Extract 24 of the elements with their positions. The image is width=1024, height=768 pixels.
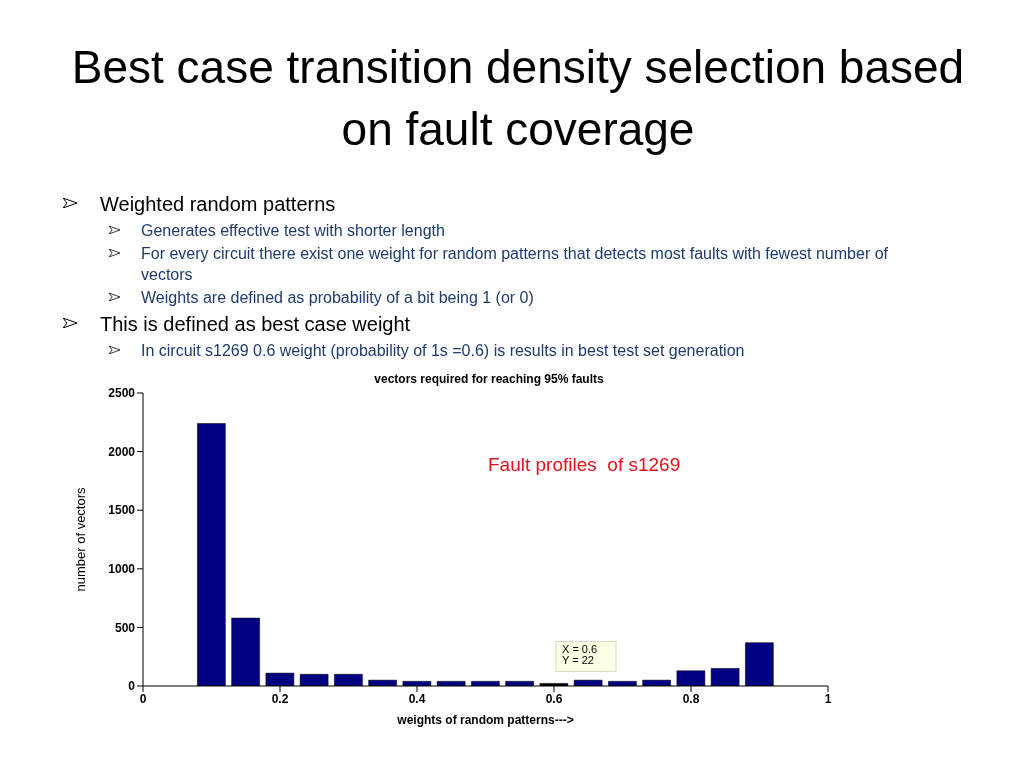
text: In circuit s1269 0.6 weight (probability of 1s =0.6) is results in best test set generation xyxy=(141,341,745,361)
text: This is defined as best case weight xyxy=(100,312,411,337)
y-tick-label: 2000 xyxy=(108,444,136,459)
text: Generates effective test with shorter length xyxy=(141,221,445,241)
y-axis-title: number of vectors xyxy=(72,486,88,592)
x-tick-label: 0.6 xyxy=(545,691,563,706)
text: Weights are defined as probability of a bit being 1 (or 0) xyxy=(141,288,534,308)
y-tick-label: 0 xyxy=(128,679,136,694)
y-tick-label: 1500 xyxy=(108,503,136,518)
text: For every circuit there exist one weight for random patterns that detects most faults with fewest number of vectors xyxy=(141,244,889,285)
x-tick-label: 1 xyxy=(824,691,832,706)
annotation: X = 0.6 Y = 22 xyxy=(562,643,598,667)
x-axis-title: weights of random patterns---> xyxy=(396,713,574,727)
x-tick-label: 0.4 xyxy=(408,691,426,706)
chart-subtitle: vectors required for reaching 95% faults xyxy=(373,372,605,386)
text: Weighted random patterns xyxy=(100,192,336,217)
x-tick-label: 0 xyxy=(139,691,147,706)
y-tick-label: 500 xyxy=(114,620,136,635)
annotation: Fault profiles of s1269 xyxy=(488,454,681,476)
x-tick-label: 0.8 xyxy=(682,691,700,706)
chart-title: Best case transition density selection based on fault coverage xyxy=(70,40,966,157)
y-tick-label: 1000 xyxy=(108,562,136,577)
y-tick-label: 2500 xyxy=(108,386,136,401)
x-tick-label: 0.2 xyxy=(271,691,289,706)
